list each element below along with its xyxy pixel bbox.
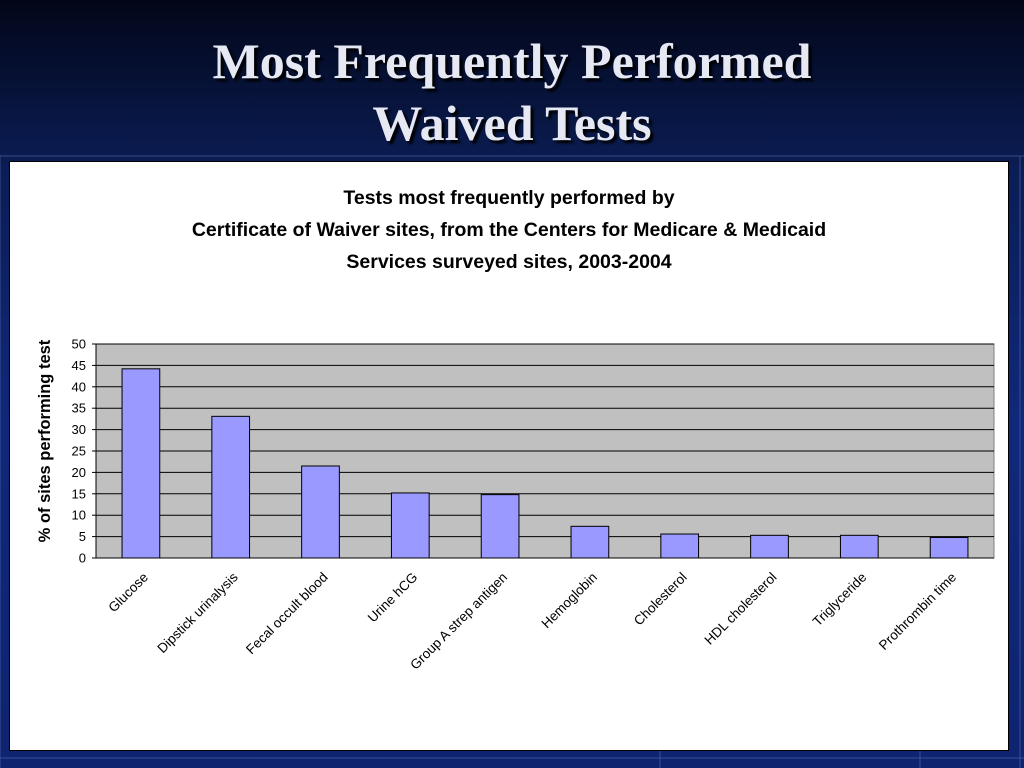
bar [929,536,969,559]
x-tick-label: HDL cholesterol [701,570,779,648]
slide-title: Most Frequently Performed Waived Tests [0,30,1024,154]
y-tick-label: 10 [72,508,86,523]
y-tick-label: 15 [72,486,86,501]
x-tick-label: Dipstick urinalysis [154,569,241,656]
slide-title-line-1: Most Frequently Performed [212,33,812,89]
bar [839,534,879,559]
y-tick-label: 35 [72,401,86,416]
bar [121,368,161,559]
bar [211,415,251,559]
y-tick-label: 0 [79,551,86,566]
bar-chart: 0 5 10 15 20 25 30 35 40 45 50 Glucose Dipstick urin… [36,337,995,673]
x-tick-label: Group A strep antigen [407,570,510,673]
x-tick-label: Hemoglobin [538,570,600,632]
y-tick-label: 5 [79,529,86,544]
chart-title: Tests most frequently performed by Certi… [10,182,1008,278]
slide-title-line-2: Waived Tests [372,95,652,151]
bar [480,494,520,559]
x-tick-label: Fecal occult blood [243,570,331,658]
x-tick-label: Triglyceride [810,570,870,630]
bar [390,492,430,559]
bar [301,465,340,559]
y-tick-label: 50 [72,337,86,352]
chart-title-line-1: Tests most frequently performed by [343,187,675,209]
chart-title-line-3: Services surveyed sites, 2003-2004 [346,251,672,273]
x-tick-label: Urine hCG [365,570,421,626]
chart-panel: Tests most frequently performed by Certi… [9,161,1009,751]
y-tick-label: 20 [72,465,86,480]
bar [570,525,610,559]
x-tick-label: Cholesterol [631,570,690,629]
bar [660,533,700,559]
y-tick-label: 25 [72,444,86,459]
x-tick-label: Glucose [105,570,151,616]
y-tick-label: 40 [72,379,86,394]
x-tick-label: Prothrombin time [876,570,959,653]
chart-title-line-2: Certificate of Waiver sites, from the Ce… [191,219,827,241]
y-tick-label: 30 [72,422,86,437]
y-axis-label: % of sites performing test [36,339,54,542]
bar [750,534,789,559]
y-tick-label: 45 [72,358,86,373]
